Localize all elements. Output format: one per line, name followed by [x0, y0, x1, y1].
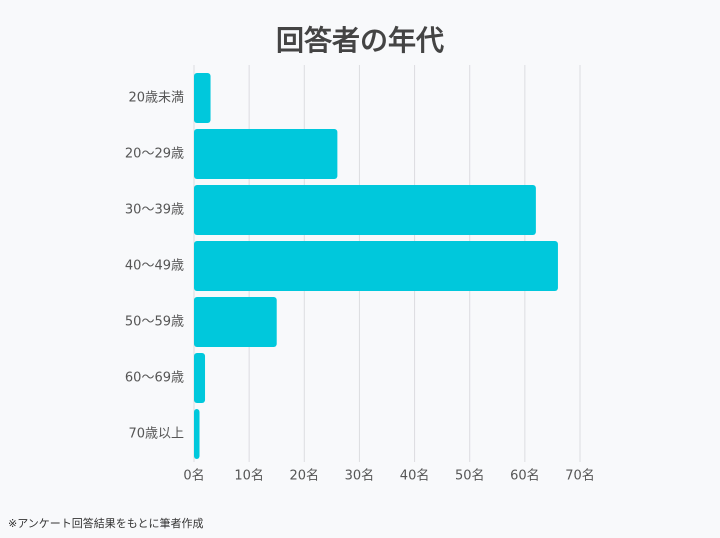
x-tick-label: 30名 — [345, 468, 375, 484]
x-tick-label: 50名 — [455, 468, 485, 484]
y-tick-label: 70歳以上 — [128, 427, 184, 442]
bar — [194, 129, 338, 179]
footnote: ※アンケート回答結果をもとに筆者作成 — [8, 516, 204, 530]
bar — [194, 73, 211, 123]
chart-title: 回答者の年代 — [276, 24, 444, 57]
x-tick-label: 40名 — [400, 468, 430, 484]
bar — [194, 353, 206, 403]
y-tick-label: 40〜49歳 — [125, 259, 184, 274]
bar — [194, 241, 558, 291]
y-tick-label: 20歳未満 — [128, 91, 184, 106]
y-tick-label: 50〜59歳 — [125, 315, 184, 330]
bar — [194, 297, 277, 347]
bar — [194, 409, 200, 459]
y-tick-label: 60〜69歳 — [125, 371, 184, 386]
x-tick-label: 70名 — [565, 468, 595, 484]
x-tick-label: 20名 — [290, 468, 320, 484]
y-tick-label: 20〜29歳 — [125, 147, 184, 162]
y-tick-label: 30〜39歳 — [125, 203, 184, 218]
x-tick-label: 10名 — [234, 468, 264, 484]
bar — [194, 185, 536, 235]
x-tick-label: 0名 — [183, 468, 204, 484]
x-tick-label: 60名 — [510, 468, 540, 484]
